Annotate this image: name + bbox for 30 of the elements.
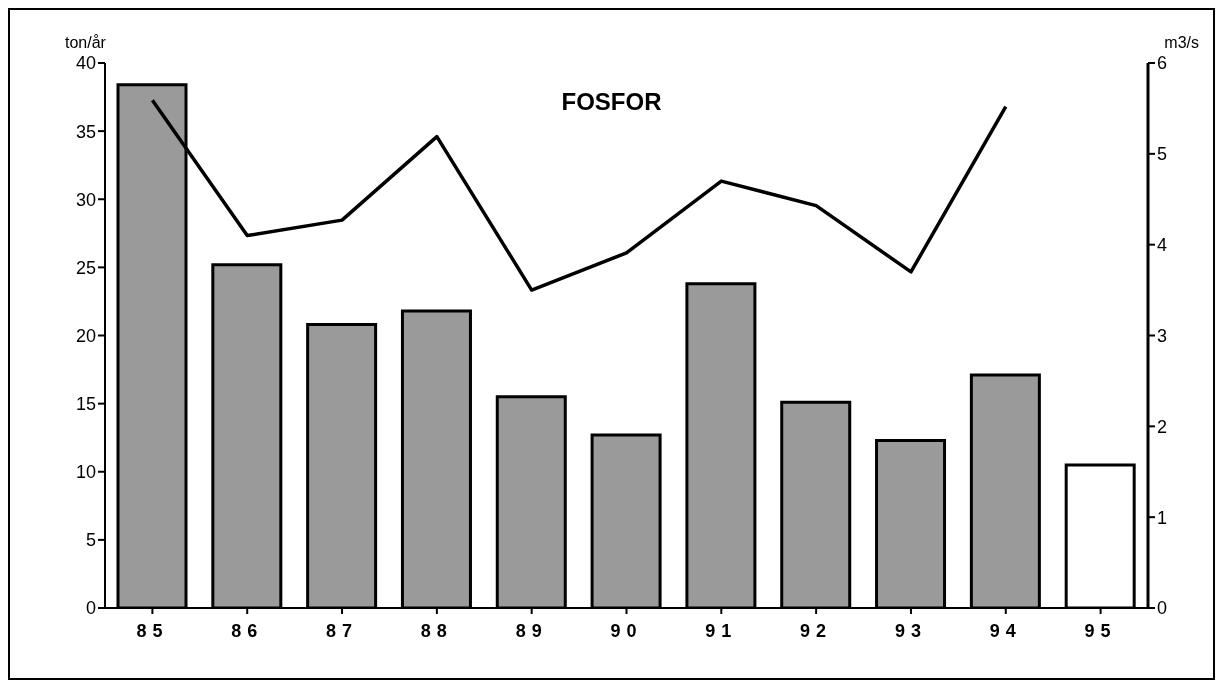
y2-tick-label: 3	[1157, 325, 1168, 346]
x-tick-label: 87	[326, 620, 359, 641]
y2-tick-label: 2	[1157, 416, 1168, 437]
y-tick-label: 15	[75, 394, 96, 415]
y-tick-label: 30	[75, 189, 96, 210]
x-tick-label: 85	[136, 620, 169, 641]
y2-tick-label: 0	[1157, 598, 1168, 619]
x-tick-label: 94	[989, 620, 1022, 641]
x-tick-label: 93	[894, 620, 927, 641]
x-tick-label: 86	[231, 620, 264, 641]
x-tick-label: 88	[420, 620, 453, 641]
y-tick-label: 25	[75, 257, 96, 278]
y-axis-title: ton/år	[65, 34, 106, 52]
y2-axis-title: m3/s	[1164, 34, 1199, 52]
y2-tick-label: 1	[1157, 507, 1168, 528]
x-tick-label: 91	[705, 620, 738, 641]
y-tick-label: 10	[75, 462, 96, 483]
y-tick-label: 20	[75, 325, 96, 346]
x-tick-label: 90	[610, 620, 643, 641]
y-tick-label: 35	[75, 121, 96, 142]
x-tick-label: 95	[1084, 620, 1117, 641]
text: FOSFOR	[560, 88, 663, 116]
x-tick-label: 92	[800, 620, 833, 641]
y2-tick-label: 6	[1157, 53, 1168, 74]
y-tick-label: 5	[85, 530, 96, 551]
y2-tick-label: 5	[1157, 144, 1168, 165]
y2-tick-label: 4	[1157, 235, 1168, 256]
y-tick-label: 0	[85, 598, 96, 619]
x-tick-label: 89	[515, 620, 548, 641]
y-tick-label: 40	[75, 53, 96, 74]
